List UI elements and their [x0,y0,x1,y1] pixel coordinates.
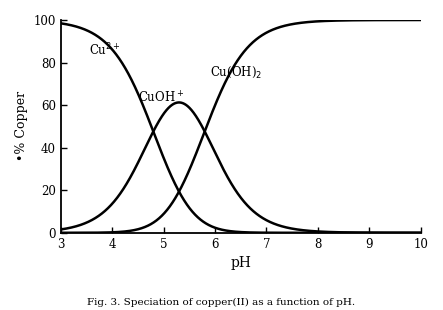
X-axis label: pH: pH [230,256,251,270]
Y-axis label: •% Copper: •% Copper [15,91,28,162]
Text: Cu$^{2+}$: Cu$^{2+}$ [89,42,120,58]
Text: Cu(OH)$_2$: Cu(OH)$_2$ [210,64,262,80]
Text: CuOH$^+$: CuOH$^+$ [138,90,184,105]
Text: Fig. 3. Speciation of copper(II) as a function of pH.: Fig. 3. Speciation of copper(II) as a fu… [87,298,356,307]
